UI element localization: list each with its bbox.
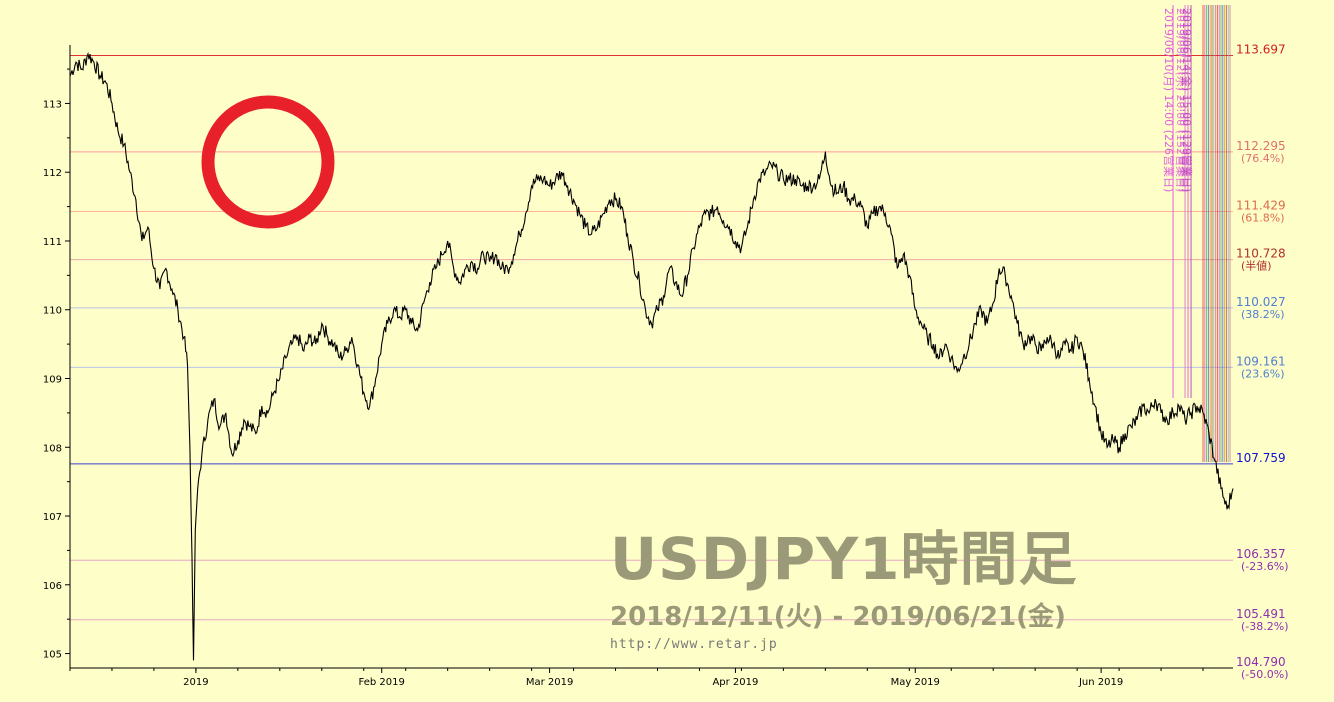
chart-title-watermark: USDJPY1時間足	[610, 525, 1078, 593]
date-marker-label: 2019/06/10(月) 14:00 (226営業日)	[1162, 8, 1176, 192]
level-ratio-label: (-50.0%)	[1241, 668, 1289, 681]
level-ratio-label: (38.2%)	[1241, 308, 1285, 321]
x-tick-label: Jun 2019	[1078, 677, 1123, 688]
y-tick-label: 111	[43, 237, 62, 248]
x-tick-label: Feb 2019	[359, 677, 405, 688]
date-range-watermark: 2018/12/11(火) - 2019/06/21(金)	[610, 602, 1066, 632]
level-price-label: 107.759	[1236, 451, 1286, 465]
level-ratio-label: (23.6%)	[1241, 367, 1285, 380]
date-marker-label: 2019/06/14(金) 15:00 (129営業日)	[1180, 8, 1194, 192]
level-price-label: 106.357	[1236, 547, 1286, 561]
level-ratio-label: (-38.2%)	[1241, 620, 1289, 633]
date-marker-label: 2019/06/12(水) 20:00 (152営業日)	[1174, 8, 1188, 192]
y-tick-label: 109	[43, 375, 62, 386]
source-url-watermark: http://www.retar.jp	[610, 637, 778, 652]
x-tick-label: Apr 2019	[712, 677, 758, 688]
y-tick-label: 112	[43, 168, 62, 179]
level-price-label: 110.027	[1236, 295, 1286, 309]
level-ratio-label: (76.4%)	[1241, 152, 1285, 165]
level-price-label: 111.429	[1236, 198, 1286, 212]
level-ratio-label: (61.8%)	[1241, 211, 1285, 224]
y-tick-label: 106	[43, 581, 62, 592]
y-tick-label: 107	[43, 512, 62, 523]
x-tick-label: 2019	[183, 677, 208, 688]
level-price-label: 113.697	[1236, 43, 1286, 57]
y-tick-label: 113	[43, 99, 62, 110]
y-tick-label: 105	[43, 650, 62, 661]
level-price-label: 112.295	[1236, 139, 1286, 153]
level-price-label: 105.491	[1236, 607, 1286, 621]
y-tick-label: 110	[43, 306, 62, 317]
red-circle-annotation	[201, 95, 335, 229]
y-tick-label: 108	[43, 443, 62, 454]
level-ratio-label: (-23.6%)	[1241, 560, 1289, 573]
level-price-label: 104.790	[1236, 655, 1286, 669]
level-ratio-label: (半値)	[1241, 259, 1272, 273]
x-tick-label: May 2019	[891, 677, 940, 688]
level-price-label: 110.728	[1236, 247, 1286, 261]
x-tick-label: Mar 2019	[526, 677, 574, 688]
date-marker-label: 2019/06/13(木) 15:00 (129営業日)	[1177, 8, 1191, 192]
price-line	[69, 51, 1234, 661]
level-price-label: 109.161	[1236, 354, 1286, 368]
